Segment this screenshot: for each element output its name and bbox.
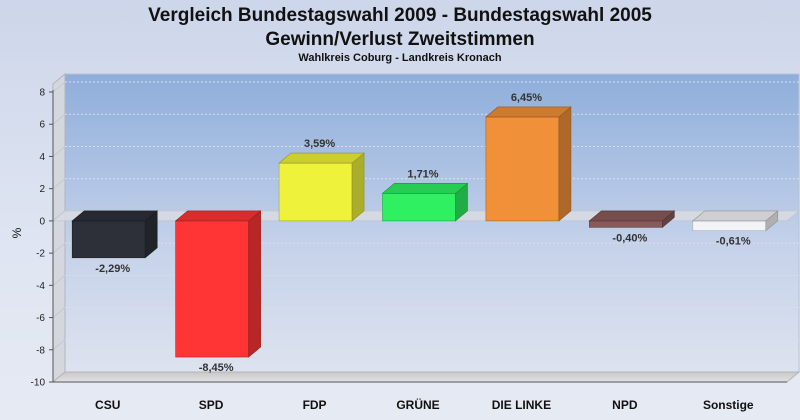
bar-top	[71, 210, 159, 222]
x-tick-label: GRÜNE	[396, 397, 439, 412]
y-tick-label: 8	[39, 88, 45, 99]
plot-background	[52, 72, 800, 384]
bar-side	[558, 106, 572, 222]
x-tick-label: CSU	[95, 398, 120, 412]
gridline-diagonal	[52, 146, 66, 157]
bar-front	[589, 220, 663, 228]
chart-subtitle: Wahlkreis Coburg - Landkreis Kronach	[298, 52, 502, 64]
y-tick-label: 4	[39, 152, 45, 163]
bar-top	[174, 210, 262, 222]
gridline-diagonal	[52, 242, 66, 254]
bar-top	[381, 183, 469, 194]
y-tick-label: -4	[36, 281, 45, 292]
y-tick-label: -10	[31, 378, 46, 389]
bar-npd: -0,40%	[588, 210, 676, 244]
data-label: -0,40%	[612, 232, 647, 244]
bar-csu: -2,29%	[71, 210, 159, 275]
data-label: -8,45%	[199, 362, 234, 374]
y-axis: 8 6 4 2 0 -2 -4 -6 -8 -10%	[10, 88, 54, 389]
bar-side	[351, 152, 365, 222]
y-tick-label: 2	[39, 184, 45, 195]
x-axis: CSU SPD FDP GRÜNE DIE LINKE NPD Sonstige	[53, 381, 787, 412]
bar-front	[175, 220, 249, 358]
bar-front	[278, 162, 353, 222]
bar-die-linke: 6,45%	[485, 92, 572, 222]
bar-sonstige: -0,61%	[691, 210, 779, 248]
gridline-diagonal	[52, 307, 66, 318]
y-tick-label: -2	[36, 249, 45, 260]
data-label: -0,61%	[716, 236, 751, 248]
bar-fdp: 3,59%	[278, 138, 365, 222]
bars: -2,29% -8,45% 3,59% 1,71% 6,45% -0,40% -0,61%	[71, 92, 779, 374]
bar-top	[588, 210, 676, 222]
y-tick-label: -6	[36, 313, 45, 324]
bar-front	[692, 220, 767, 232]
y-tick-label: -8	[36, 345, 45, 356]
gridline-diagonal	[52, 274, 66, 286]
data-label: 6,45%	[511, 92, 542, 104]
side-wall	[52, 72, 66, 384]
x-tick-label: NPD	[612, 398, 638, 412]
data-label: -2,29%	[95, 263, 130, 275]
floor	[51, 371, 800, 383]
back-wall	[64, 73, 800, 373]
x-tick-label: DIE LINKE	[492, 398, 551, 412]
bar-side	[248, 210, 261, 358]
x-tick-label: FDP	[303, 398, 327, 412]
gridline-diagonal	[52, 113, 66, 125]
chart-title: Vergleich Bundestagswahl 2009 - Bundesta…	[0, 4, 800, 52]
y-tick-label: 6	[39, 120, 45, 131]
bar-front	[382, 193, 456, 222]
gridline-diagonal	[52, 178, 66, 190]
bar-spd: -8,45%	[174, 210, 262, 374]
x-tick-label: Sonstige	[703, 398, 754, 412]
y-tick-label: 0	[39, 216, 45, 227]
x-tick-label: SPD	[199, 398, 224, 412]
data-label: 1,71%	[407, 168, 438, 180]
bar-top	[278, 152, 365, 164]
bar-front	[485, 116, 560, 222]
gridline-diagonal	[52, 339, 66, 351]
bar-front	[71, 220, 146, 259]
data-label: 3,59%	[304, 138, 335, 150]
gridline-diagonal	[52, 81, 66, 93]
bar-top	[691, 210, 779, 222]
bar-grne: 1,71%	[381, 168, 469, 222]
chart-title-line-1: Vergleich Bundestagswahl 2009 - Bundesta…	[148, 5, 652, 26]
y-axis-label: %	[10, 227, 24, 238]
bar-top	[485, 106, 572, 118]
chart-title-line-2: Gewinn/Verlust Zweitstimmen	[265, 29, 535, 50]
